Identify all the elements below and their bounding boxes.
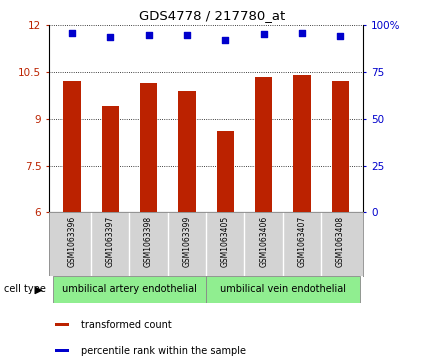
Bar bbox=[53, 276, 206, 303]
Bar bbox=[55, 323, 69, 326]
Bar bbox=[178, 91, 196, 212]
Text: GSM1063407: GSM1063407 bbox=[298, 216, 306, 267]
Point bbox=[145, 32, 152, 38]
Point bbox=[68, 30, 75, 36]
Text: ▶: ▶ bbox=[35, 285, 43, 294]
Bar bbox=[332, 82, 349, 212]
Bar bbox=[255, 77, 272, 212]
Text: GSM1063408: GSM1063408 bbox=[336, 216, 345, 267]
Bar bbox=[293, 75, 311, 212]
Bar bbox=[140, 83, 157, 212]
Text: percentile rank within the sample: percentile rank within the sample bbox=[81, 346, 246, 356]
Point bbox=[337, 33, 344, 38]
Bar bbox=[102, 106, 119, 212]
Text: GSM1063398: GSM1063398 bbox=[144, 216, 153, 267]
Text: cell type: cell type bbox=[4, 285, 46, 294]
Bar bbox=[206, 276, 360, 303]
Point bbox=[107, 34, 113, 40]
Text: GSM1063406: GSM1063406 bbox=[259, 216, 268, 267]
Point bbox=[184, 32, 190, 38]
Point bbox=[222, 37, 229, 43]
Text: GSM1063397: GSM1063397 bbox=[106, 216, 115, 267]
Point bbox=[299, 30, 306, 36]
Text: GSM1063396: GSM1063396 bbox=[68, 216, 76, 267]
Text: GSM1063399: GSM1063399 bbox=[182, 216, 191, 267]
Text: umbilical vein endothelial: umbilical vein endothelial bbox=[220, 285, 346, 294]
Text: GSM1063405: GSM1063405 bbox=[221, 216, 230, 267]
Point bbox=[260, 31, 267, 37]
Text: transformed count: transformed count bbox=[81, 320, 172, 330]
Bar bbox=[63, 82, 80, 212]
Bar bbox=[55, 349, 69, 352]
Text: umbilical artery endothelial: umbilical artery endothelial bbox=[62, 285, 197, 294]
Text: GDS4778 / 217780_at: GDS4778 / 217780_at bbox=[139, 9, 286, 22]
Bar bbox=[217, 131, 234, 212]
